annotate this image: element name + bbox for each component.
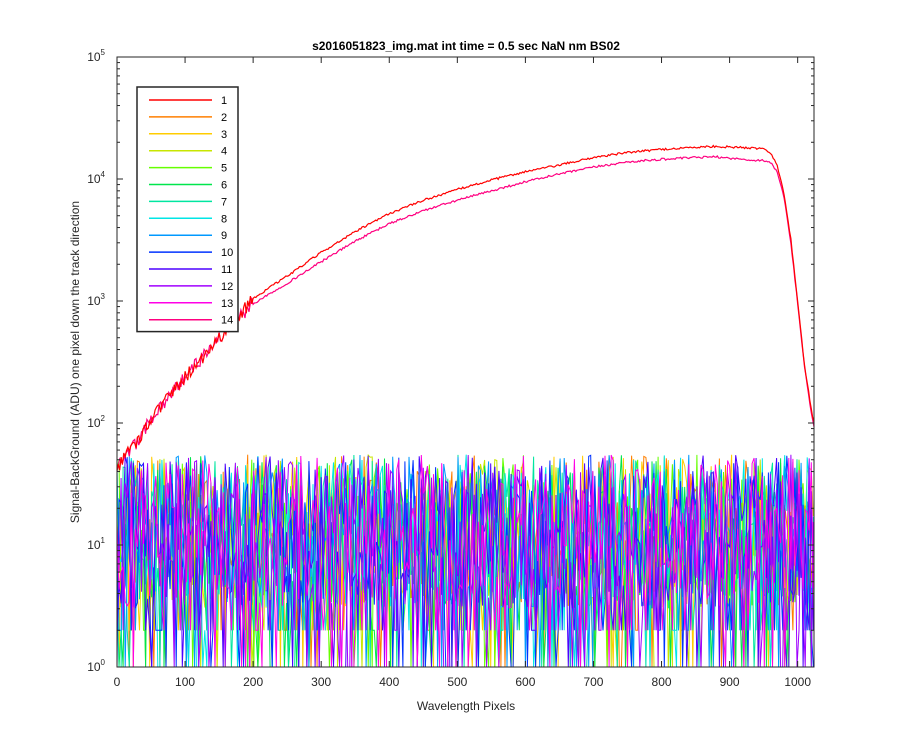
y-tick-label: 105 bbox=[87, 48, 105, 64]
series-12-line bbox=[117, 454, 814, 667]
legend-label-14: 14 bbox=[221, 315, 233, 327]
series-layer bbox=[117, 144, 814, 667]
legend-label-5: 5 bbox=[221, 163, 227, 175]
x-tick-label: 400 bbox=[379, 675, 399, 689]
x-axis-label: Wavelength Pixels bbox=[417, 699, 515, 713]
legend-label-10: 10 bbox=[221, 247, 233, 259]
y-tick-label: 101 bbox=[87, 536, 105, 552]
legend-label-1: 1 bbox=[221, 95, 227, 107]
x-tick-label: 0 bbox=[114, 675, 121, 689]
legend-label-13: 13 bbox=[221, 298, 233, 310]
x-tick-label: 800 bbox=[652, 675, 672, 689]
x-tick-label: 500 bbox=[447, 675, 467, 689]
y-axis-label: Signal-BackGround (ADU) one pixel down t… bbox=[68, 201, 82, 523]
legend-box bbox=[136, 86, 239, 333]
legend-label-11: 11 bbox=[221, 264, 232, 276]
plot-frame bbox=[116, 56, 815, 668]
chart-title: s2016051823_img.mat int time = 0.5 sec N… bbox=[312, 39, 620, 53]
x-tick-label: 900 bbox=[720, 675, 740, 689]
legend-label-6: 6 bbox=[221, 180, 227, 192]
x-tick-label: 200 bbox=[243, 675, 263, 689]
y-tick-label: 103 bbox=[87, 292, 105, 308]
series-13-line bbox=[117, 454, 814, 667]
legend-label-4: 4 bbox=[221, 146, 227, 158]
legend-label-7: 7 bbox=[221, 196, 227, 208]
x-axis: 0 100 200 300 400 500 600 700 800 900 1000 bbox=[114, 57, 811, 689]
y-tick-label: 102 bbox=[87, 414, 105, 430]
legend-label-8: 8 bbox=[221, 213, 227, 225]
x-tick-label: 100 bbox=[175, 675, 195, 689]
legend-label-9: 9 bbox=[221, 230, 227, 242]
x-tick-label: 700 bbox=[583, 675, 603, 689]
legend-label-2: 2 bbox=[221, 112, 227, 124]
x-tick-label: 300 bbox=[311, 675, 331, 689]
legend-label-3: 3 bbox=[221, 129, 227, 141]
x-tick-label: 600 bbox=[515, 675, 535, 689]
y-tick-label: 104 bbox=[87, 170, 105, 186]
legend-label-12: 12 bbox=[221, 281, 233, 293]
x-tick-label: 1000 bbox=[784, 675, 811, 689]
y-tick-label: 100 bbox=[87, 658, 105, 674]
